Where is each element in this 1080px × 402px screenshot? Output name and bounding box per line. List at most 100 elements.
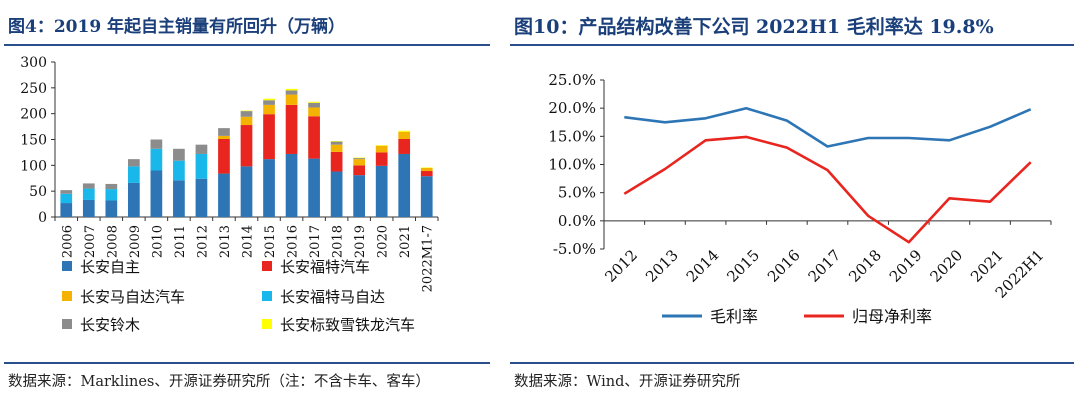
y-tick-label: 0: [38, 210, 47, 226]
y-tick-label: 5.0%: [558, 184, 596, 202]
legend-label: 长安铃木: [80, 316, 140, 334]
bar-segment: [420, 167, 433, 172]
x-tick-label: 2013: [218, 225, 233, 258]
x-tick-label: 2018: [845, 246, 885, 286]
bar-segment: [420, 176, 433, 217]
bar-segment: [127, 166, 140, 183]
bar-segment: [127, 182, 140, 217]
y-tick-label: 200: [20, 107, 47, 123]
source-note: 数据来源：Wind、开源证券研究所: [514, 374, 741, 390]
y-tick-label: 25.0%: [548, 71, 596, 89]
bar-segment: [173, 180, 185, 217]
bar-segment: [375, 152, 388, 166]
legend-label: 长安标致雪铁龙汽车: [280, 316, 415, 334]
bar-segment: [105, 189, 118, 201]
bar-segment: [60, 193, 73, 204]
bar-chart: 0 50 100 150 200 250 300 2006 2007 2008 2009 2010 20…: [20, 55, 439, 334]
bar-segment: [240, 110, 253, 112]
bar-segment: [420, 167, 433, 168]
bar-segment: [353, 165, 366, 176]
x-tick-label: 2008: [105, 225, 120, 258]
x-tick-label: 2015: [263, 225, 278, 258]
x-tick-label: 2020: [376, 225, 391, 258]
y-tick-label: -5.0%: [553, 240, 596, 258]
bar-segment: [263, 98, 275, 101]
bar-segment: [353, 175, 366, 217]
legend-label: 毛利率: [710, 307, 758, 326]
x-tick-label: 2011: [173, 225, 188, 258]
bar-segment: [263, 159, 275, 217]
x-tick-label: 2016: [286, 225, 301, 258]
x-tick-label: 2012: [601, 246, 641, 286]
right-chart-panel: 图10：产品结构改善下公司 2022H1 毛利率达 19.8% 25.0% 20.…: [506, 0, 1080, 402]
legend-swatch: [262, 291, 272, 301]
bar-segment: [218, 173, 230, 217]
bar-segment: [330, 171, 343, 217]
bar-segment: [82, 183, 95, 189]
y-tick-label: 15.0%: [548, 127, 596, 145]
legend-swatch: [262, 319, 272, 329]
bar-segment: [240, 111, 253, 117]
bar-segment: [218, 128, 230, 136]
chart-title: 图4：2019 年起自主销量有所回升（万辆）: [8, 17, 346, 37]
bar-segment: [195, 178, 208, 217]
x-tick-label: 2017: [308, 225, 323, 258]
bar-segment: [218, 135, 230, 139]
series-line: [624, 106, 1032, 148]
bar-segment: [240, 125, 253, 167]
bar-segment: [308, 102, 320, 108]
bar-segment: [82, 188, 95, 200]
bar-segment: [105, 183, 118, 190]
bar-segment: [150, 148, 163, 171]
chart-title: 图10：产品结构改善下公司 2022H1 毛利率达 19.8%: [514, 16, 994, 38]
bar-segment: [263, 104, 275, 115]
y-tick-label: 50: [29, 184, 47, 200]
y-tick-label: 0.0%: [558, 212, 596, 230]
x-tick-label: 2014: [241, 225, 256, 258]
legend-label: 长安马自达汽车: [80, 288, 185, 306]
x-tick-label: 2015: [723, 246, 763, 286]
series-line: [623, 135, 1032, 244]
y-tick-label: 250: [20, 81, 47, 97]
bar-segment: [375, 145, 388, 153]
bar-segment: [218, 138, 230, 174]
x-tick-label: 2009: [128, 225, 143, 258]
bar-segment: [353, 158, 366, 160]
bar-segment: [330, 141, 343, 145]
legend-label: 长安自主: [80, 258, 140, 276]
bar-segment: [353, 157, 366, 159]
left-chart-panel: 图4：2019 年起自主销量有所回升（万辆） 0 50 100 150 200 250 30…: [0, 0, 496, 402]
y-tick-label: 150: [20, 133, 47, 149]
bar-segment: [105, 200, 118, 217]
source-note: 数据来源：Marklines、开源证券研究所（注：不含卡车、客车）: [8, 374, 430, 390]
bar-segment: [398, 138, 411, 154]
y-tick-label: 100: [20, 158, 47, 174]
legend-label: 长安福特汽车: [280, 258, 370, 276]
x-tick-label: 2019: [353, 225, 368, 258]
legend-swatch: [62, 261, 72, 271]
bar-segment: [308, 101, 320, 103]
bar-segment: [353, 159, 366, 166]
x-tick-label: 2019: [886, 246, 926, 286]
y-tick-label: 20.0%: [548, 99, 596, 117]
bar-segment: [330, 151, 343, 172]
bar-segment: [285, 104, 298, 154]
bar-segment: [263, 100, 275, 105]
legend-label: 归母净利率: [852, 307, 932, 326]
bar-segment: [375, 145, 388, 146]
bar-segment: [398, 153, 411, 217]
bar-segment: [398, 130, 411, 132]
x-tick-label: 2017: [805, 246, 845, 286]
x-tick-label: 2014: [683, 246, 723, 286]
bar-segment: [263, 114, 275, 160]
bar-segment: [195, 153, 208, 179]
source-rule: [4, 362, 490, 364]
bar-segment: [285, 88, 298, 91]
bar-segment: [150, 170, 163, 217]
legend-swatch: [62, 291, 72, 301]
bar-segment: [285, 153, 298, 217]
x-tick-label: 2007: [83, 225, 98, 258]
bar-segment: [330, 141, 343, 142]
title-rule: [4, 44, 490, 46]
bar-segment: [127, 159, 140, 167]
